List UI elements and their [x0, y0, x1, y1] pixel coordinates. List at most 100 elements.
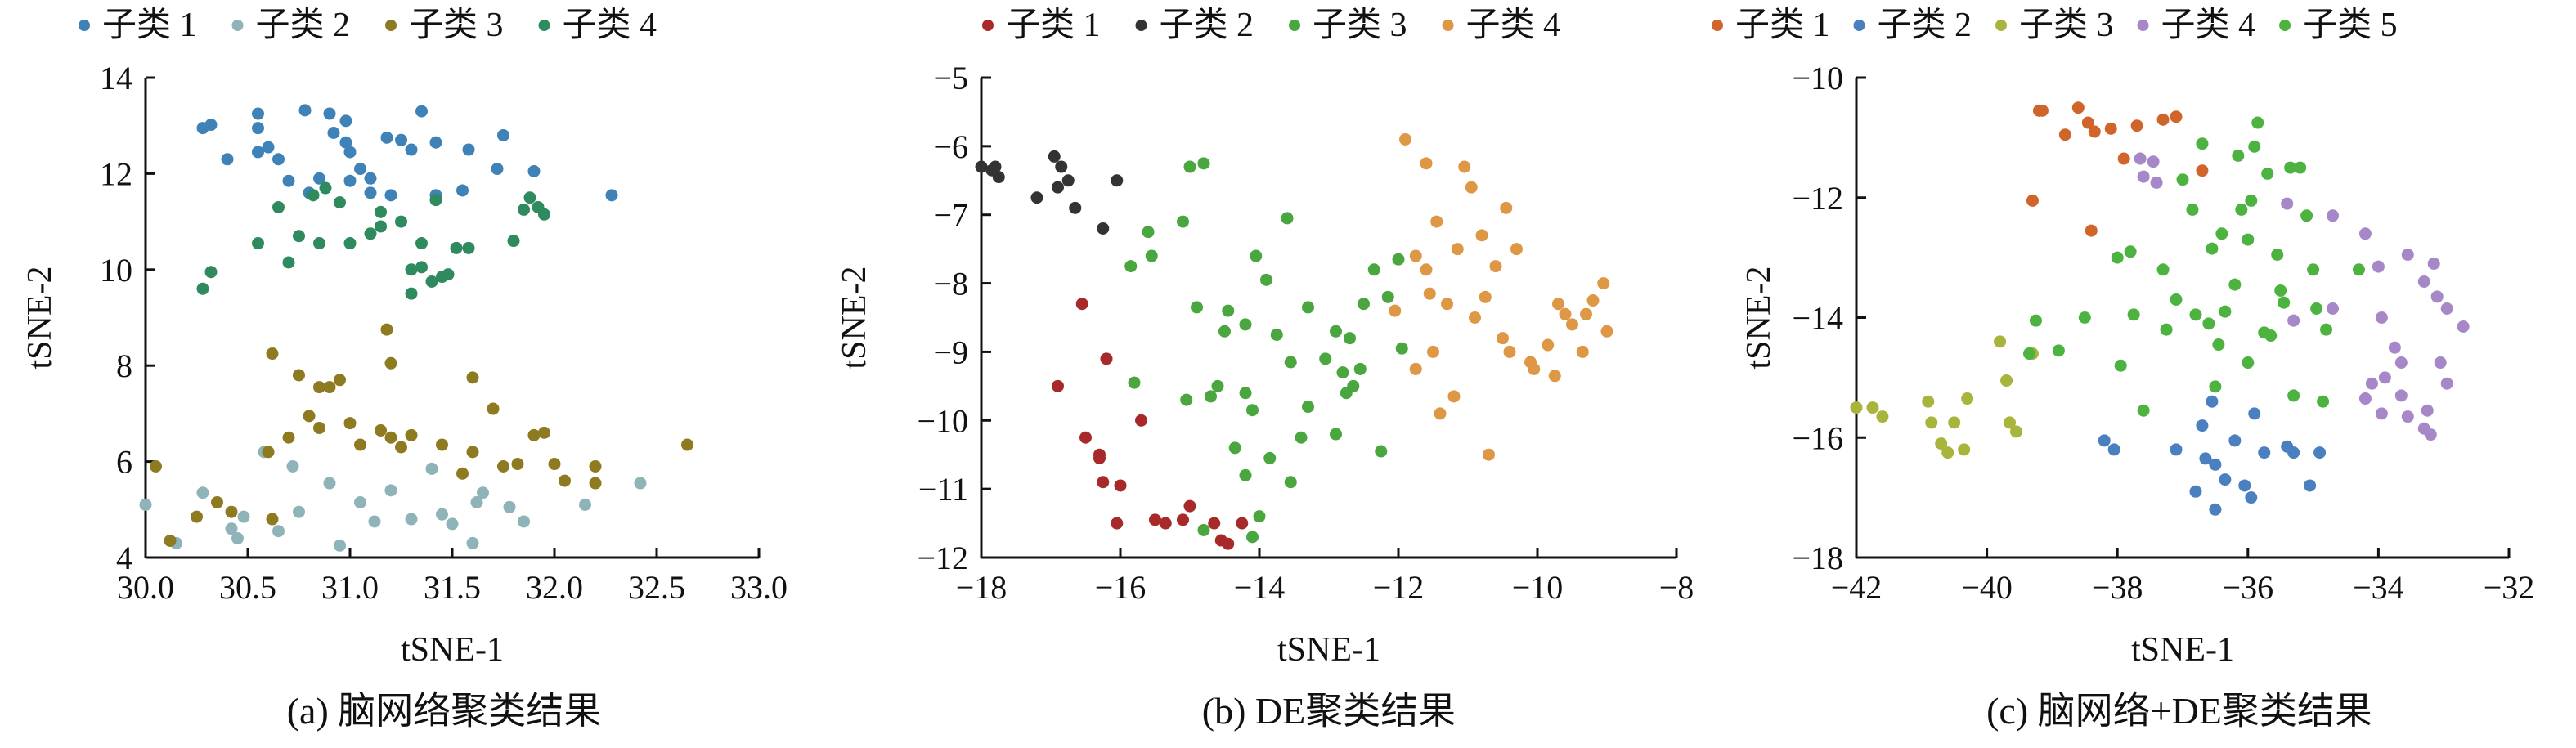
data-point	[1128, 376, 1141, 389]
y-tick-label: −18	[1792, 540, 1843, 576]
data-point	[1069, 201, 1082, 214]
data-point	[450, 241, 463, 254]
data-point	[298, 104, 312, 117]
data-point	[2310, 302, 2323, 315]
data-point	[1552, 298, 1564, 311]
data-point	[462, 241, 475, 254]
data-point	[293, 230, 305, 243]
data-point	[334, 539, 346, 552]
data-point	[1197, 523, 1210, 536]
x-tick-label: −38	[2092, 569, 2143, 606]
data-point	[1479, 290, 1492, 303]
data-point	[282, 174, 295, 187]
data-point	[1111, 174, 1124, 187]
data-point	[2134, 152, 2147, 165]
data-point	[559, 474, 571, 487]
data-point	[1958, 443, 1971, 456]
data-point	[1330, 428, 1342, 441]
legend-label: 子类 2	[1160, 7, 1254, 44]
data-point	[2170, 293, 2183, 306]
data-point	[405, 143, 418, 156]
data-point	[2388, 341, 2401, 354]
data-point	[1052, 379, 1064, 392]
legend-marker	[538, 20, 550, 31]
data-point	[456, 467, 469, 480]
data-point	[303, 410, 316, 423]
data-point	[2029, 314, 2042, 327]
data-point	[681, 438, 693, 451]
data-point	[446, 517, 459, 531]
data-point	[2242, 356, 2255, 370]
y-tick-label: −10	[1792, 60, 1843, 96]
data-point	[1566, 318, 1578, 331]
data-point	[1302, 301, 1314, 314]
data-point	[1941, 446, 1954, 459]
legend-marker	[982, 20, 994, 31]
data-point	[1239, 468, 1252, 481]
data-point	[466, 371, 479, 384]
data-point	[1218, 325, 1231, 338]
data-point	[1367, 263, 1380, 276]
data-point	[2287, 446, 2300, 459]
data-point	[1434, 407, 1447, 420]
data-point	[2394, 356, 2408, 370]
data-point	[2196, 419, 2209, 432]
data-point	[2147, 155, 2160, 168]
data-point	[272, 200, 285, 213]
data-point	[262, 446, 275, 459]
legend-label: 子类 3	[409, 7, 504, 44]
data-point	[2300, 209, 2313, 222]
data-point	[2209, 458, 2222, 471]
data-point	[2085, 224, 2098, 237]
data-point	[2440, 377, 2453, 390]
data-point	[497, 128, 509, 141]
data-point	[1497, 332, 1509, 345]
data-point	[2010, 425, 2023, 438]
data-point	[2026, 194, 2039, 207]
data-point	[405, 287, 418, 300]
legend-marker	[1712, 20, 1723, 31]
data-point	[2206, 242, 2219, 255]
data-point	[343, 174, 357, 187]
data-point	[1260, 273, 1272, 286]
data-point	[2124, 245, 2137, 258]
data-point	[1850, 401, 1863, 414]
data-point	[487, 402, 500, 415]
data-point	[2304, 479, 2317, 492]
y-tick-label: −11	[918, 471, 968, 508]
data-point	[2427, 257, 2440, 270]
data-point	[196, 486, 209, 499]
data-point	[1399, 132, 1411, 146]
x-tick-label: −16	[1095, 569, 1147, 606]
data-point	[1197, 157, 1210, 170]
data-point	[2206, 395, 2219, 408]
data-point	[2170, 443, 2183, 456]
data-point	[1528, 362, 1541, 375]
data-point	[425, 462, 438, 475]
data-point	[2274, 284, 2287, 297]
data-point	[2058, 128, 2071, 141]
data-point	[2189, 485, 2202, 498]
data-point	[1353, 362, 1367, 375]
data-point	[327, 127, 340, 140]
data-point	[2004, 416, 2017, 429]
data-point	[1430, 215, 1443, 228]
legend-label: 子类 3	[2019, 7, 2114, 44]
data-point	[2088, 125, 2101, 138]
data-point	[1465, 181, 1478, 194]
data-point	[415, 105, 428, 118]
data-point	[2317, 395, 2330, 408]
data-point	[293, 505, 305, 518]
panel-caption: (c) 脑网络+DE聚类结果	[1986, 690, 2372, 732]
data-point	[2261, 167, 2274, 180]
data-point	[2022, 347, 2035, 361]
data-point	[2107, 443, 2120, 456]
data-point	[364, 172, 377, 185]
data-point	[1183, 499, 1196, 513]
legend-label: 子类 4	[1466, 7, 1561, 44]
data-point	[231, 532, 244, 545]
data-point	[2327, 302, 2340, 315]
data-point	[1250, 249, 1263, 262]
data-point	[375, 205, 387, 218]
data-point	[518, 515, 530, 528]
